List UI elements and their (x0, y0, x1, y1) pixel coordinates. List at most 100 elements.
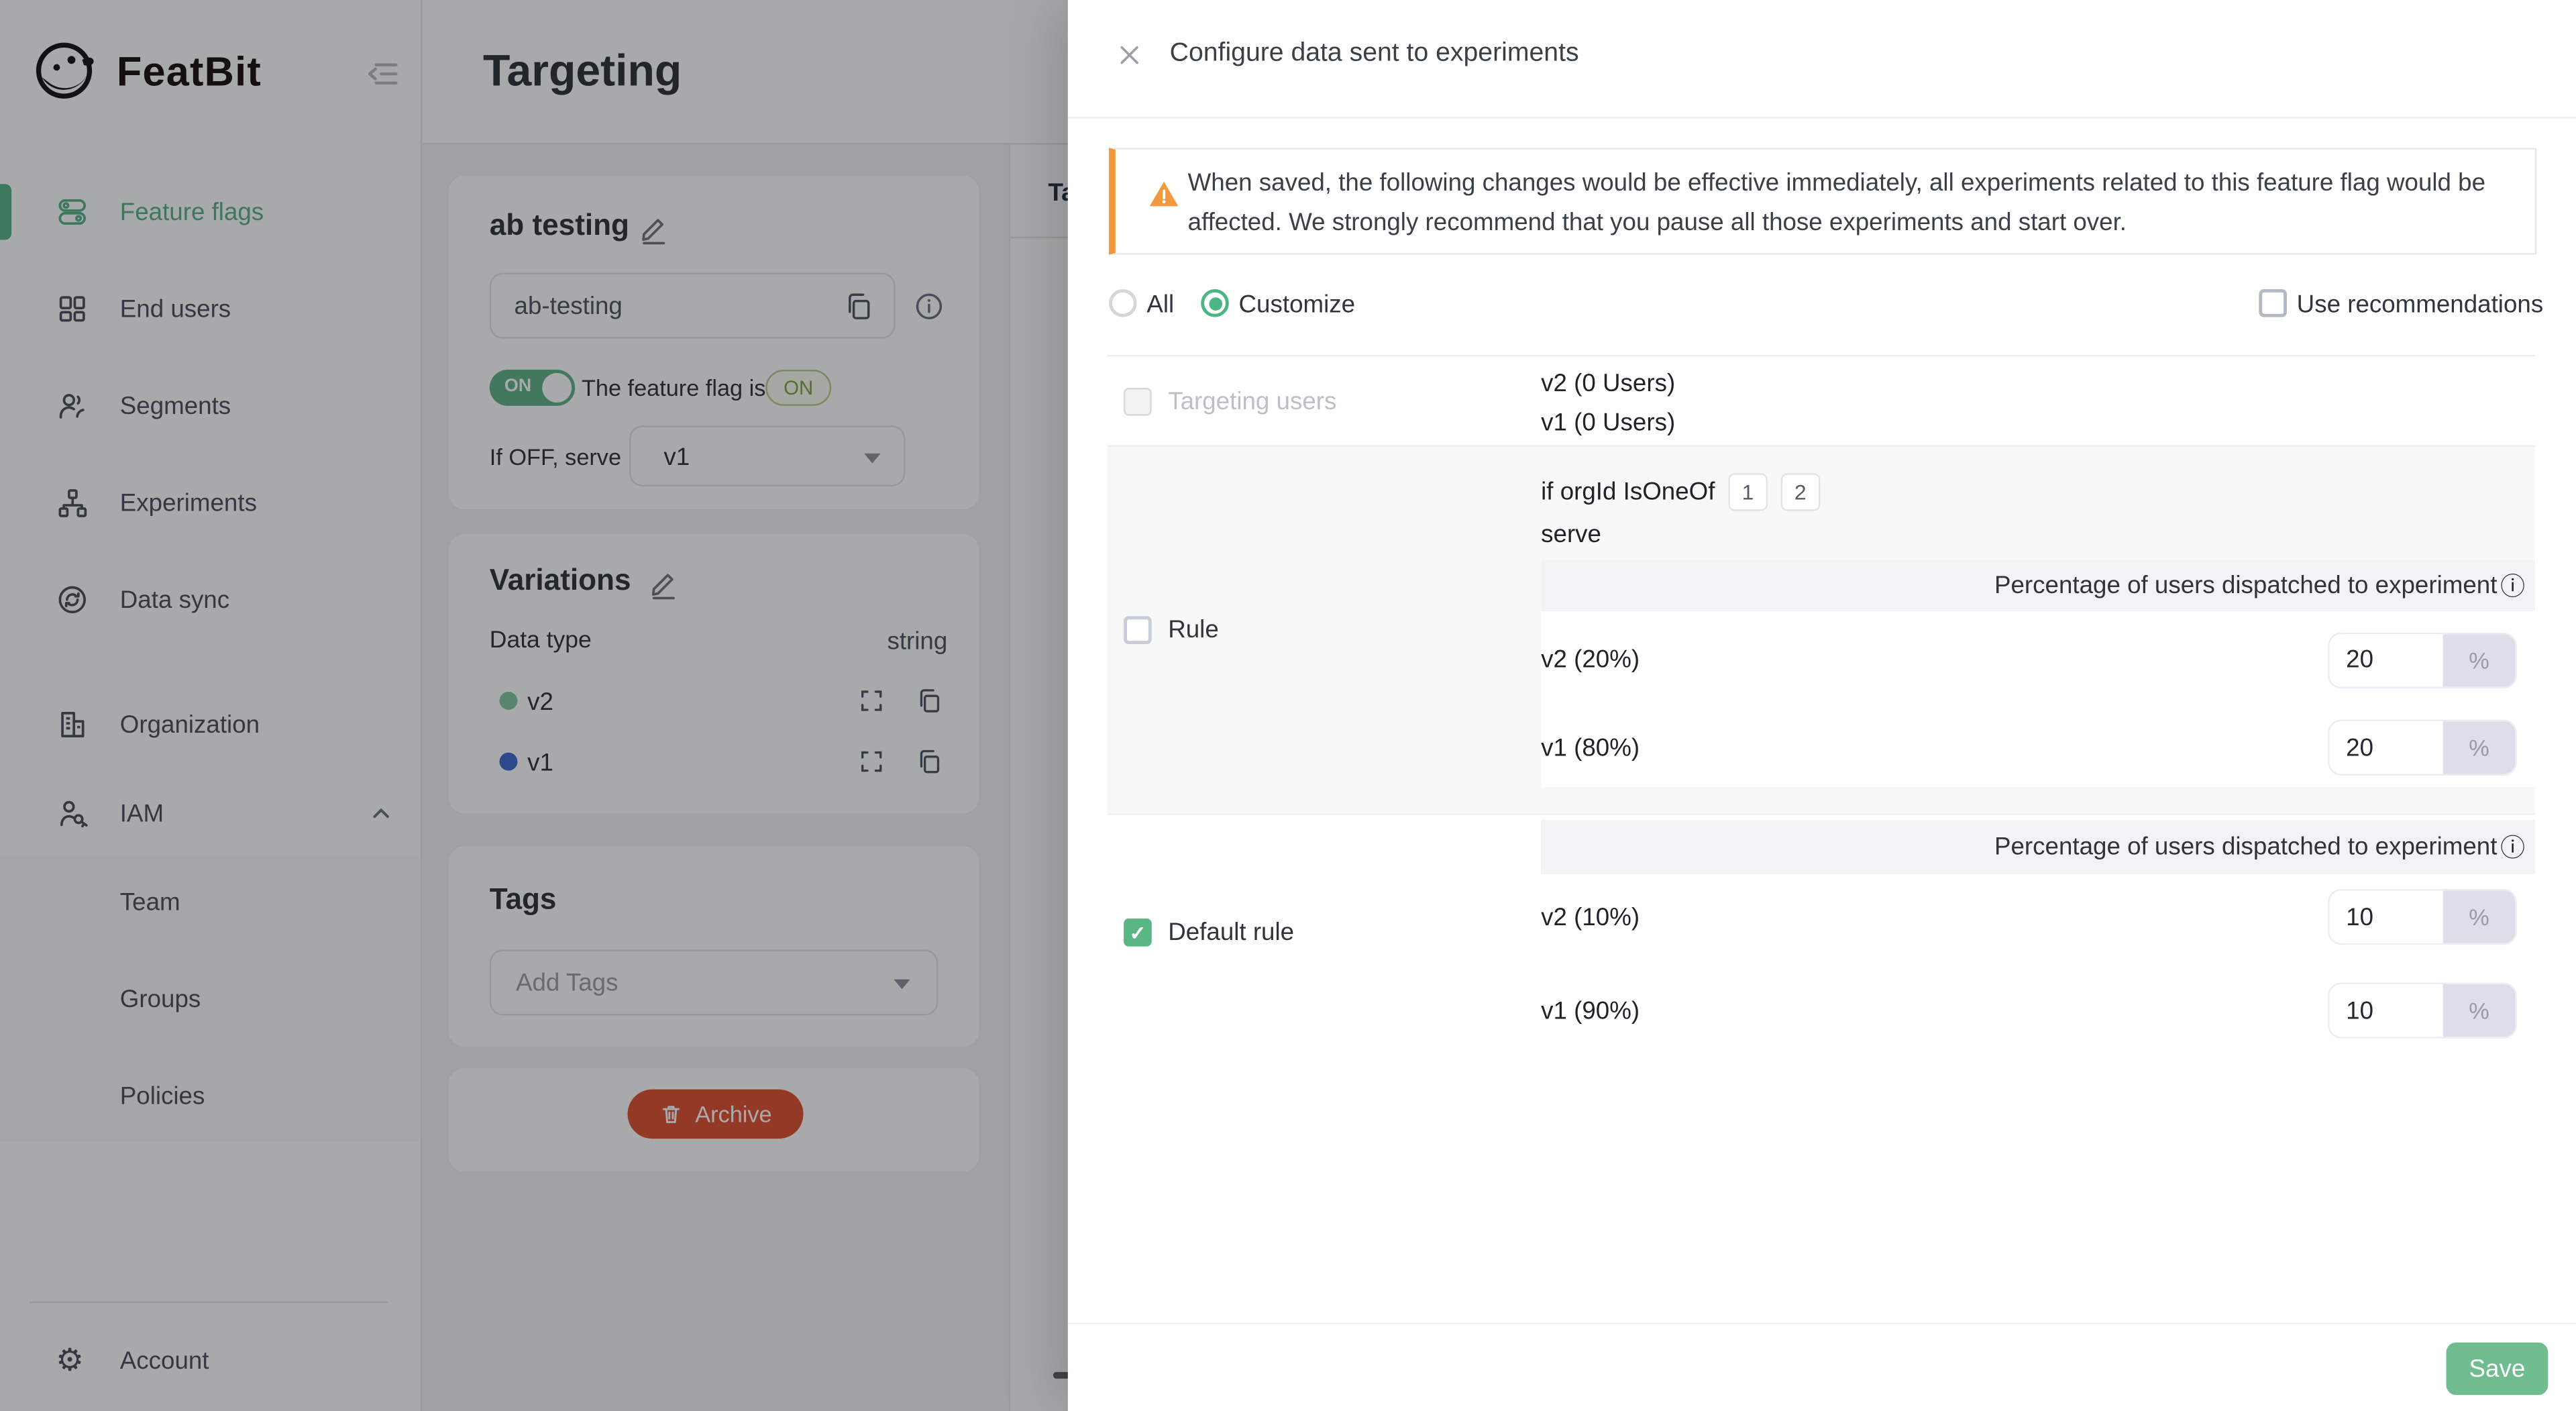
default-variation-row: v2 (10%) % (1541, 874, 2535, 960)
flag-status-badge: ON (765, 370, 832, 406)
rule-variation-row: v2 (20%) % (1541, 611, 2535, 709)
edit-flag-name-icon[interactable] (639, 212, 669, 245)
close-icon[interactable] (1116, 41, 1144, 69)
value-line: v2 (0 Users) (1541, 370, 1676, 398)
save-button[interactable]: Save (2446, 1342, 2548, 1396)
variation-percent-label: v2 (10%) (1541, 902, 1640, 931)
info-icon[interactable]: ⓘ (2500, 573, 2526, 602)
expand-icon[interactable] (857, 747, 885, 776)
sidebar-item-groups[interactable]: Groups (0, 980, 421, 1019)
sidebar-item-team[interactable]: Team (0, 882, 421, 922)
variations-title: Variations (489, 564, 631, 596)
sidebar-item-label: Organization (119, 711, 260, 739)
sidebar-item-label: Feature flags (119, 198, 264, 226)
flag-key-input[interactable] (489, 272, 896, 339)
percent-header-band: Percentage of users dispatched to experi… (1541, 560, 2535, 612)
copy-icon[interactable] (915, 747, 943, 776)
flag-summary-card: ab testing ON The feature flag is ON If … (448, 176, 979, 510)
percent-suffix: % (2443, 633, 2516, 686)
default-rule-checkbox[interactable]: ✓ (1124, 918, 1152, 947)
drawer-title: Configure data sent to experiments (1169, 39, 1579, 68)
flag-name: ab testing (489, 209, 629, 242)
sidebar-item-feature-flags[interactable]: Feature flags (0, 193, 421, 232)
percent-input[interactable] (2329, 984, 2443, 1037)
rule-variation-row: v1 (80%) % (1541, 708, 2535, 788)
variation-percent-label: v1 (90%) (1541, 996, 1640, 1025)
sidebar-divider (30, 1301, 388, 1304)
copy-icon[interactable] (915, 687, 943, 715)
sidebar-collapse-icon[interactable] (363, 58, 399, 91)
sidebar-item-data-sync[interactable]: Data sync (0, 580, 421, 619)
radio-customize[interactable] (1201, 289, 1229, 317)
info-icon[interactable]: ⓘ (2500, 835, 2526, 863)
tags-title: Tags (489, 882, 557, 916)
archive-button[interactable]: Archive (627, 1089, 804, 1139)
rule-serve-label: serve (1541, 521, 1601, 549)
chevron-down-icon (894, 979, 910, 990)
rule-condition: if orgId IsOneOf 1 2 (1541, 473, 1821, 511)
sidebar-item-end-users[interactable]: End users (0, 289, 421, 329)
variation-name: v2 (527, 688, 553, 717)
variation-v1-dot (499, 752, 518, 771)
toggle-on-label: ON (504, 376, 532, 397)
sidebar-item-policies[interactable]: Policies (0, 1076, 421, 1116)
percent-input[interactable] (2329, 633, 2443, 686)
data-sync-icon (56, 583, 89, 616)
chevron-up-icon[interactable] (370, 802, 392, 825)
table-row-default-rule: ✓ Default rule Percentage of users dispa… (1107, 815, 2535, 1067)
sidebar-item-segments[interactable]: Segments (0, 386, 421, 426)
radio-customize-label[interactable]: Customize (1238, 291, 1356, 319)
percent-input-group: % (2328, 631, 2517, 688)
percent-input[interactable] (2329, 890, 2443, 943)
sidebar-item-label: End users (119, 295, 231, 323)
flag-status-text: The feature flag is (581, 374, 766, 401)
table-row-targeting-users: Targeting users v2 (0 Users) v1 (0 Users… (1107, 356, 2535, 448)
sidebar-item-label: Data sync (119, 586, 230, 614)
gear-icon: ⚙ (56, 1343, 85, 1378)
flag-key-info-icon[interactable] (914, 291, 945, 322)
default-variation-row: v1 (90%) % (1541, 968, 2535, 1053)
edit-variations-icon[interactable] (649, 567, 678, 600)
sidebar-item-organization[interactable]: Organization (0, 705, 421, 745)
configure-experiments-drawer: Configure data sent to experiments When … (1067, 0, 2576, 1411)
percent-suffix: % (2443, 890, 2516, 943)
sidebar-item-account[interactable]: ⚙ Account (0, 1341, 421, 1380)
variation-v2-dot (499, 692, 518, 710)
percent-input-group: % (2328, 719, 2517, 776)
percent-header-band: Percentage of users dispatched to experi… (1541, 820, 2535, 874)
sidebar-item-iam[interactable]: IAM (0, 794, 421, 833)
sidebar-item-label: Experiments (119, 488, 257, 517)
targeting-users-values: v2 (0 Users) v1 (0 Users) (1541, 356, 2535, 445)
value-line: v1 (0 Users) (1541, 409, 1676, 437)
data-type-label: Data type (489, 627, 592, 654)
off-serve-select[interactable]: v1 (629, 425, 906, 486)
use-recommendations-label[interactable]: Use recommendations (2296, 291, 2544, 319)
targeting-users-label: Targeting users (1168, 387, 1337, 416)
add-tags-placeholder: Add Tags (515, 969, 619, 998)
check-icon: ✓ (1129, 921, 1146, 944)
sidebar-item-experiments[interactable]: Experiments (0, 483, 421, 523)
active-item-indicator (0, 184, 12, 240)
rule-checkbox[interactable] (1124, 616, 1152, 645)
copy-key-icon[interactable] (843, 291, 874, 322)
iam-submenu-background (0, 855, 421, 1143)
featbit-logo-icon (26, 34, 102, 110)
drawer-footer: Save (1067, 1322, 2576, 1411)
percent-input[interactable] (2329, 721, 2443, 774)
expand-icon[interactable] (857, 687, 885, 715)
segments-icon (56, 389, 89, 422)
variation-actions (857, 747, 943, 776)
targeting-users-checkbox[interactable] (1124, 387, 1152, 416)
archive-button-label: Archive (695, 1100, 772, 1128)
flag-toggle[interactable]: ON (489, 370, 576, 406)
brand-name: FeatBit (116, 49, 262, 96)
off-serve-label: If OFF, serve (489, 443, 622, 470)
add-tags-select[interactable]: Add Tags (489, 949, 938, 1016)
use-recommendations-checkbox[interactable] (2259, 289, 2287, 317)
sidebar-item-label: Groups (119, 985, 201, 1013)
chevron-down-icon (864, 453, 881, 464)
rule-condition-text: if orgId IsOneOf (1541, 478, 1715, 507)
radio-all-label[interactable]: All (1146, 291, 1175, 319)
radio-all[interactable] (1109, 289, 1137, 317)
warning-text-line2: affected. We strongly recommend that you… (1187, 209, 2127, 237)
